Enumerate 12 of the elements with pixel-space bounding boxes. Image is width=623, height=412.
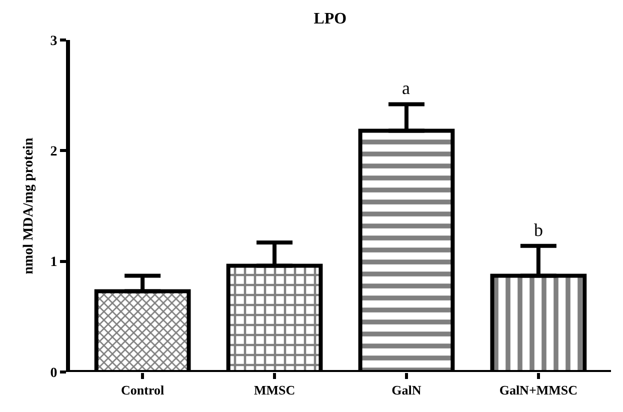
x-tick-label: Control (121, 382, 164, 398)
annotation: b (534, 220, 543, 240)
x-tick-label: GalN+MMSC (499, 382, 578, 398)
y-tick-label: 2 (50, 144, 58, 160)
chart-title: LPO (314, 10, 347, 28)
annotation: a (402, 78, 410, 98)
y-tick-label: 1 (50, 255, 58, 270)
y-tick-label: 3 (50, 34, 58, 49)
y-axis-title: nmol MDA/mg protein (21, 137, 36, 274)
y-tick-label: 0 (50, 366, 58, 381)
x-tick-label: GalN (392, 382, 422, 398)
x-tick-label: MMSC (254, 382, 296, 398)
